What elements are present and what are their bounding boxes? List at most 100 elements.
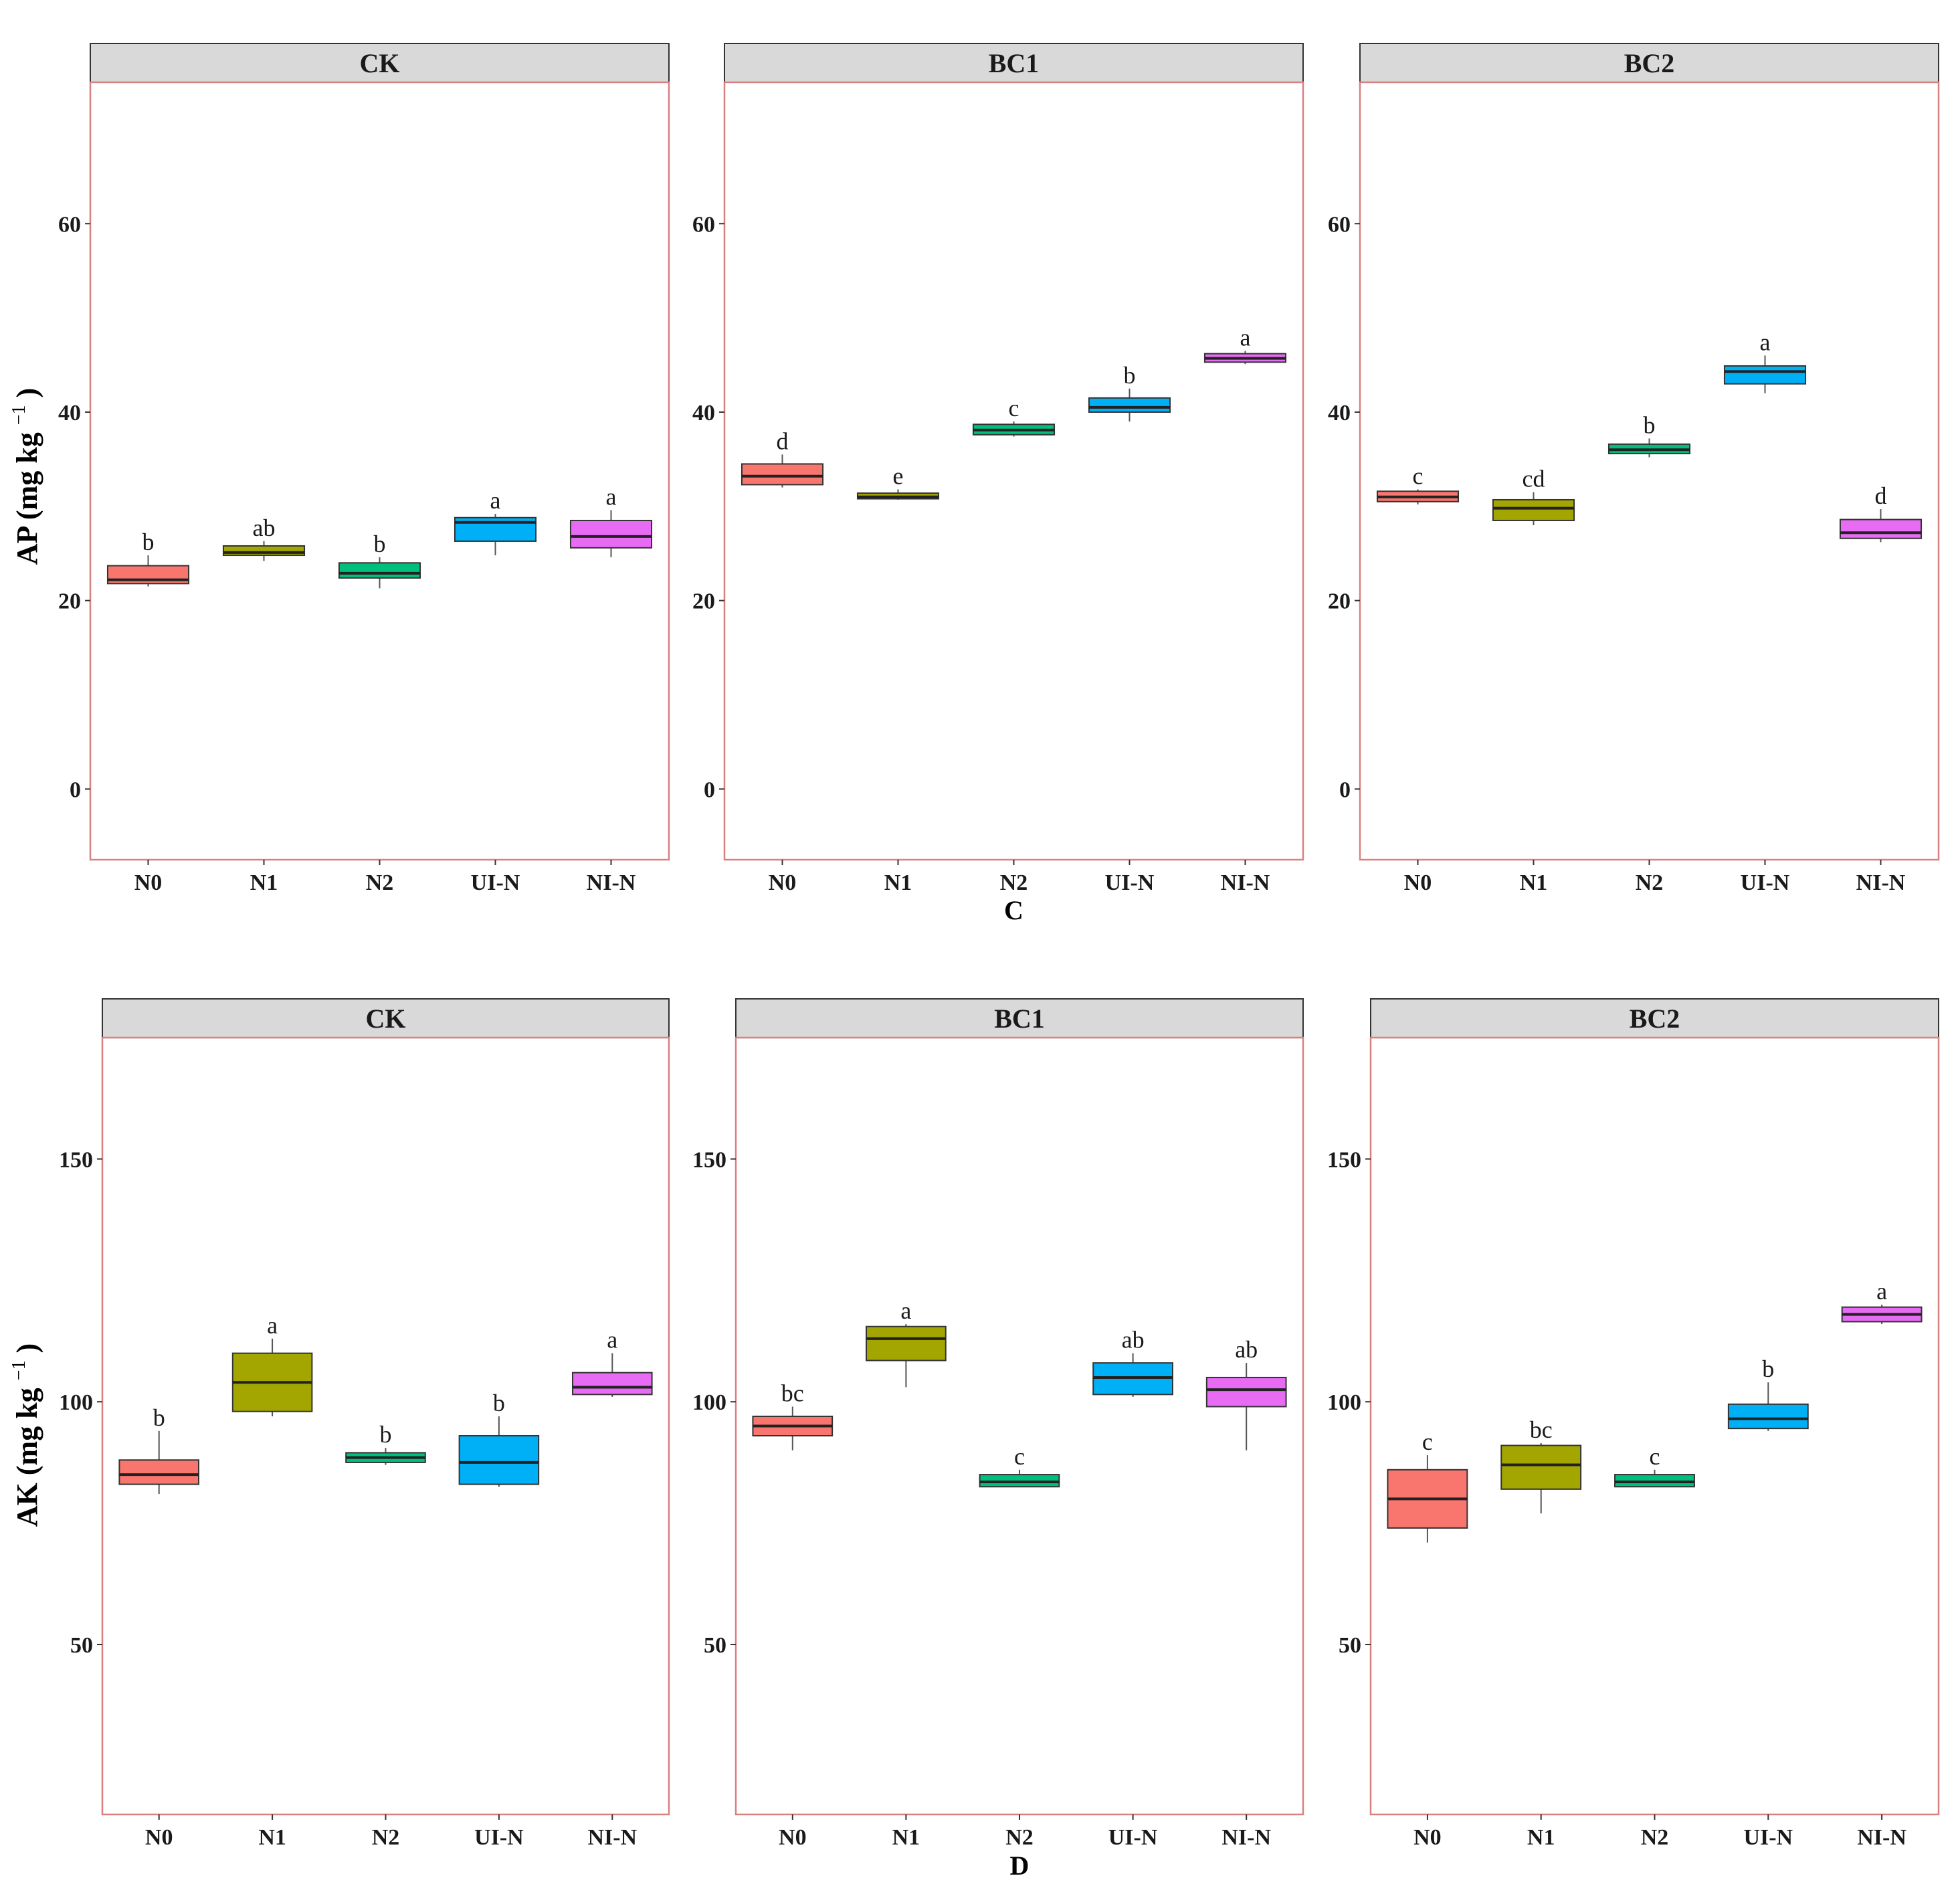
x-tick-label: N1	[1527, 1825, 1555, 1850]
x-tick-label: N2	[1005, 1825, 1034, 1850]
box-ni-n: a	[572, 1327, 653, 1397]
panel-ak-ck: CK 50 100 150 b N0 a N1 b N2 b UI-N a NI-N	[59, 998, 670, 1850]
facet-strip	[735, 998, 1304, 1038]
y-tick-label: 100	[1327, 1390, 1361, 1415]
box-n2: b	[338, 531, 421, 589]
significance-letter: e	[893, 462, 904, 489]
box-n0: c	[1376, 462, 1460, 505]
panel-ap-ck: CK 0 20 40 60 b N0 ab N1 b N2 a UI-N a NI-N	[58, 43, 670, 895]
box-body	[1500, 1444, 1582, 1490]
y-tick-label: 40	[692, 401, 715, 426]
box-n2: c	[979, 1443, 1060, 1488]
panel-border	[1359, 81, 1940, 861]
facet-strip-label: BC1	[989, 48, 1040, 78]
box-n1: e	[856, 462, 940, 500]
significance-letter: d	[1875, 482, 1887, 509]
y-tick-label: 50	[704, 1633, 726, 1658]
box-n2: b	[1607, 411, 1691, 458]
x-tick-label: N2	[366, 870, 394, 895]
y-tick-label: 20	[1328, 589, 1351, 614]
box-body	[1492, 498, 1575, 521]
significance-letter: c	[1650, 1443, 1660, 1470]
box-ni-n: d	[1839, 482, 1923, 543]
facet-strip-label: BC2	[1624, 48, 1675, 78]
x-tick-label: N2	[1000, 870, 1028, 895]
x-tick-label: UI-N	[1741, 870, 1790, 895]
box-n1: ab	[222, 514, 306, 561]
x-tick-label: N0	[769, 870, 797, 895]
facet-strip-label: CK	[360, 48, 400, 78]
significance-letter: c	[1413, 462, 1424, 489]
panel-border	[1369, 1036, 1940, 1816]
facet-strip	[1370, 998, 1939, 1038]
facet-strip-label: BC2	[1630, 1004, 1680, 1034]
panel-ap-bc1: BC1 0 20 40 60 d N0 e N1 c N2 b UI-N a NI-N	[692, 43, 1304, 895]
y-axis-title-ak: AK (mg kg −1 )	[9, 1343, 43, 1527]
x-tick-label: N0	[145, 1825, 173, 1850]
box-body	[1723, 365, 1807, 385]
y-tick-label: 100	[692, 1390, 726, 1415]
y-tick-label: 40	[58, 401, 81, 426]
box-body	[1205, 1376, 1287, 1408]
y-tick-label: 0	[1339, 777, 1351, 802]
y-tick-label: 100	[59, 1390, 93, 1415]
y-axis-title-ap: AP (mg kg −1 )	[9, 388, 43, 565]
y-tick-label: 40	[1328, 401, 1351, 426]
y-tick-label: 0	[70, 777, 81, 802]
significance-letter: a	[606, 483, 617, 510]
box-n1: cd	[1492, 466, 1575, 525]
box-n0: b	[106, 529, 190, 587]
y-tick-label: 150	[692, 1147, 726, 1172]
box-ni-n: a	[569, 483, 653, 557]
x-tick-label: NI-N	[1857, 1825, 1906, 1850]
box-n0: c	[1387, 1428, 1468, 1543]
box-body	[866, 1325, 947, 1361]
significance-letter: c	[1009, 395, 1019, 421]
box-ui-n: ab	[1092, 1327, 1173, 1397]
box-ui-n: b	[1727, 1355, 1809, 1431]
significance-letter: b	[493, 1390, 505, 1416]
significance-letter: a	[607, 1327, 617, 1353]
box-n1: a	[231, 1312, 313, 1416]
box-ui-n: b	[458, 1390, 540, 1487]
box-body	[1839, 518, 1923, 539]
facet-strip	[724, 43, 1304, 83]
y-tick-label: 50	[70, 1633, 93, 1658]
significance-letter: c	[1014, 1443, 1025, 1470]
panel-ap-bc2: BC2 0 20 40 60 c N0 cd N1 b N2 a UI-N d NI-N	[1328, 43, 1940, 895]
box-n1: a	[866, 1297, 947, 1388]
box-body	[741, 463, 824, 486]
significance-letter: ab	[253, 514, 276, 541]
x-tick-label: NI-N	[1221, 870, 1270, 895]
x-tick-label: UI-N	[471, 870, 520, 895]
x-tick-label: N2	[1636, 870, 1664, 895]
y-tick-label: 50	[1339, 1633, 1361, 1658]
x-tick-label: N1	[1520, 870, 1548, 895]
significance-letter: d	[777, 428, 789, 454]
box-n1: bc	[1500, 1416, 1582, 1514]
significance-letter: a	[1876, 1278, 1887, 1305]
y-tick-label: 20	[692, 589, 715, 614]
box-n0: d	[741, 428, 824, 488]
panel-ak-bc1: BC1 50 100 150 bc N0 a N1 c N2 ab UI-N ab NI-N	[692, 998, 1304, 1850]
panel-ak-bc2: BC2 50 100 150 c N0 bc N1 c N2 b UI-N a NI-N	[1327, 998, 1940, 1850]
box-ni-n: a	[1203, 324, 1287, 365]
significance-letter: b	[1644, 411, 1656, 438]
x-tick-label: N0	[779, 1825, 807, 1850]
facet-strip	[90, 43, 670, 83]
significance-letter: b	[1762, 1355, 1774, 1382]
significance-letter: a	[490, 487, 501, 514]
box-body	[458, 1435, 540, 1485]
box-body	[1088, 397, 1171, 413]
box-body	[222, 545, 306, 557]
significance-letter: cd	[1523, 466, 1545, 492]
x-tick-label: N2	[372, 1825, 400, 1850]
box-n2: c	[1614, 1443, 1695, 1488]
box-body	[118, 1459, 199, 1485]
box-n0: bc	[752, 1380, 834, 1450]
facet-strip-label: BC1	[994, 1004, 1045, 1034]
significance-letter: b	[153, 1404, 165, 1431]
x-tick-label: N1	[892, 1825, 920, 1850]
x-tick-label: NI-N	[587, 870, 636, 895]
